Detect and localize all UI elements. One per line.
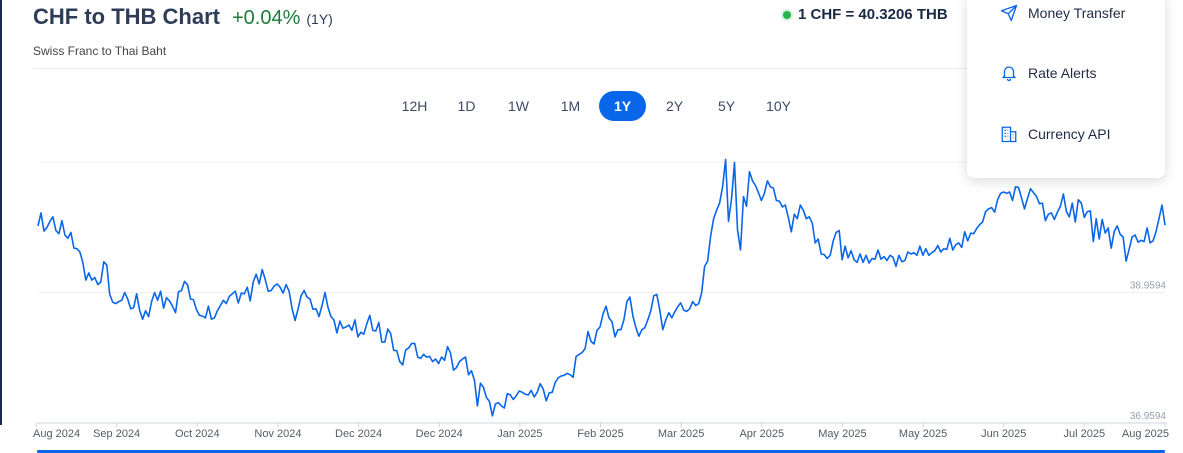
x-tick-label: May 2025 (899, 428, 947, 440)
time-range-selector: 12H 1D 1W 1M 1Y 2Y 5Y 10Y (391, 91, 807, 121)
live-rate: 1 CHF = 40.3206 THB (783, 6, 948, 23)
menu-item-rate-alerts[interactable]: Rate Alerts (1000, 64, 1096, 82)
menu-item-currency-api[interactable]: Currency API (1000, 125, 1110, 143)
range-button-1m[interactable]: 1M (560, 98, 581, 114)
y-tick-label: 38.9594 (1130, 281, 1167, 292)
y-tick-label: 36.9594 (1130, 411, 1167, 422)
left-edge-rule (0, 0, 2, 425)
range-button-1d[interactable]: 1D (457, 98, 476, 114)
page-subtitle: Swiss Franc to Thai Baht (33, 44, 167, 58)
x-tick-label: Jul 2025 (1064, 428, 1106, 440)
range-button-1w[interactable]: 1W (508, 98, 529, 114)
change-period: (1Y) (306, 11, 333, 27)
send-icon (1000, 4, 1018, 22)
x-tick-label: Aug 2025 (1122, 428, 1169, 440)
range-button-12h[interactable]: 12H (401, 98, 428, 114)
range-button-1y[interactable]: 1Y (599, 91, 646, 121)
x-tick-label: Sep 2024 (93, 428, 140, 440)
menu-item-label: Money Transfer (1028, 5, 1126, 21)
x-tick-label: Dec 2024 (335, 428, 382, 440)
dropdown-menu: Money Transfer Rate Alerts Currency API (967, 0, 1165, 178)
x-tick-label: May 2025 (818, 428, 866, 440)
y-axis-ticks: 36.9594 38.9594 (1130, 281, 1167, 423)
x-axis-ticks: Aug 2024 Sep 2024 Oct 2024 Nov 2024 Dec 2024… (33, 423, 1169, 440)
x-tick-label: Mar 2025 (658, 428, 704, 440)
range-button-2y[interactable]: 2Y (665, 98, 684, 114)
page-title: CHF to THB Chart (33, 4, 220, 29)
header-divider (33, 68, 1163, 69)
bell-icon (1002, 66, 1016, 82)
range-button-10y[interactable]: 10Y (766, 98, 791, 114)
x-tick-label: Jun 2025 (981, 428, 1026, 440)
x-tick-label: Dec 2024 (416, 428, 463, 440)
menu-item-money-transfer[interactable]: Money Transfer (1000, 4, 1125, 22)
menu-item-label: Currency API (1028, 126, 1111, 142)
scroll-indicator-bar (37, 450, 1165, 453)
x-tick-label: Feb 2025 (577, 428, 623, 440)
series-line (37, 158, 1166, 417)
chart-header: CHF to THB Chart +0.04% (1Y) (33, 4, 333, 34)
x-tick-label: Jan 2025 (497, 428, 542, 440)
x-tick-label: Aug 2024 (33, 428, 80, 440)
x-tick-label: Nov 2024 (254, 428, 301, 440)
live-indicator-icon (783, 10, 791, 19)
x-tick-label: Apr 2025 (739, 428, 784, 440)
range-button-5y[interactable]: 5Y (717, 98, 736, 114)
x-tick-label: Oct 2024 (175, 428, 220, 440)
building-icon (1001, 126, 1017, 143)
change-percent: +0.04% (231, 7, 301, 29)
chart-grid (36, 161, 1167, 424)
menu-item-label: Rate Alerts (1028, 65, 1097, 81)
rate-text: 1 CHF = 40.3206 THB (798, 6, 948, 23)
